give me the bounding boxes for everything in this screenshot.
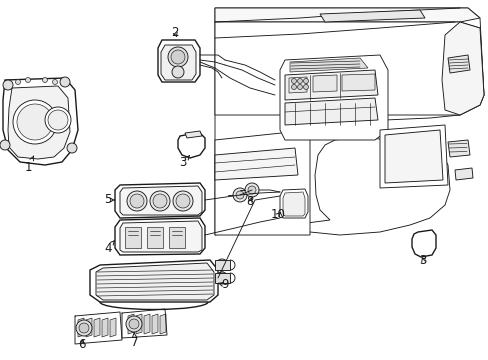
Polygon shape <box>158 40 200 82</box>
Polygon shape <box>120 186 202 215</box>
Circle shape <box>48 110 68 130</box>
Circle shape <box>173 191 193 211</box>
Polygon shape <box>115 183 204 218</box>
Circle shape <box>291 78 296 84</box>
Circle shape <box>129 319 139 329</box>
Circle shape <box>130 194 143 208</box>
Polygon shape <box>441 22 483 115</box>
Polygon shape <box>143 314 150 334</box>
Circle shape <box>291 85 296 90</box>
Circle shape <box>303 78 308 84</box>
Circle shape <box>126 316 142 332</box>
Polygon shape <box>319 10 424 22</box>
Polygon shape <box>161 45 196 80</box>
Polygon shape <box>178 133 204 158</box>
Text: 4: 4 <box>104 240 114 255</box>
Polygon shape <box>215 8 483 235</box>
Polygon shape <box>152 314 158 334</box>
Circle shape <box>17 104 53 140</box>
Text: 9: 9 <box>218 279 228 292</box>
Circle shape <box>216 259 227 271</box>
Circle shape <box>13 100 57 144</box>
Circle shape <box>3 80 13 90</box>
Circle shape <box>172 66 183 78</box>
Circle shape <box>52 80 58 85</box>
Circle shape <box>171 50 184 64</box>
Text: 3: 3 <box>418 253 426 266</box>
Text: 6: 6 <box>78 338 85 351</box>
Circle shape <box>45 107 71 133</box>
Circle shape <box>247 186 256 194</box>
Circle shape <box>60 77 70 87</box>
Polygon shape <box>288 77 306 93</box>
Polygon shape <box>94 318 100 337</box>
Circle shape <box>297 78 302 84</box>
Polygon shape <box>215 130 309 235</box>
Polygon shape <box>110 318 116 337</box>
Polygon shape <box>411 230 435 257</box>
Polygon shape <box>285 70 377 100</box>
Polygon shape <box>447 140 469 157</box>
Circle shape <box>127 191 147 211</box>
Polygon shape <box>215 148 297 180</box>
Polygon shape <box>215 22 483 115</box>
Polygon shape <box>128 314 134 334</box>
Circle shape <box>153 194 167 208</box>
Circle shape <box>303 85 308 90</box>
Circle shape <box>42 77 47 82</box>
Circle shape <box>0 140 10 150</box>
Polygon shape <box>289 58 367 72</box>
Polygon shape <box>115 218 204 255</box>
Polygon shape <box>90 260 218 302</box>
Text: 10: 10 <box>270 208 285 221</box>
Polygon shape <box>379 125 447 188</box>
Circle shape <box>25 77 30 82</box>
Polygon shape <box>120 221 202 252</box>
Circle shape <box>244 183 259 197</box>
Circle shape <box>76 320 92 336</box>
Text: 3: 3 <box>179 156 189 170</box>
Circle shape <box>236 191 244 199</box>
Polygon shape <box>125 227 141 248</box>
Text: 7: 7 <box>131 333 139 348</box>
Polygon shape <box>447 55 469 73</box>
Polygon shape <box>280 189 307 218</box>
Circle shape <box>297 85 302 90</box>
Circle shape <box>168 47 187 67</box>
Polygon shape <box>102 318 108 337</box>
Circle shape <box>176 194 190 208</box>
Polygon shape <box>3 78 78 165</box>
Polygon shape <box>215 260 229 270</box>
Polygon shape <box>160 314 165 334</box>
Polygon shape <box>96 263 214 300</box>
Polygon shape <box>86 318 92 337</box>
Polygon shape <box>215 273 229 283</box>
Polygon shape <box>384 130 442 183</box>
Polygon shape <box>169 227 184 248</box>
Text: 5: 5 <box>104 193 114 207</box>
Polygon shape <box>215 8 479 22</box>
Polygon shape <box>184 131 202 138</box>
Polygon shape <box>147 227 163 248</box>
Polygon shape <box>454 168 472 180</box>
Text: 1: 1 <box>24 156 34 175</box>
Polygon shape <box>312 75 336 92</box>
Text: 2: 2 <box>171 26 179 39</box>
Circle shape <box>16 80 20 85</box>
Text: 8: 8 <box>246 195 253 208</box>
Polygon shape <box>285 98 377 125</box>
Circle shape <box>216 272 227 284</box>
Polygon shape <box>283 192 305 216</box>
Polygon shape <box>280 55 387 140</box>
Polygon shape <box>136 314 142 334</box>
Circle shape <box>150 191 170 211</box>
Circle shape <box>232 188 246 202</box>
Circle shape <box>79 323 89 333</box>
Polygon shape <box>78 318 84 337</box>
Polygon shape <box>341 74 374 91</box>
Polygon shape <box>8 86 70 159</box>
Circle shape <box>67 143 77 153</box>
